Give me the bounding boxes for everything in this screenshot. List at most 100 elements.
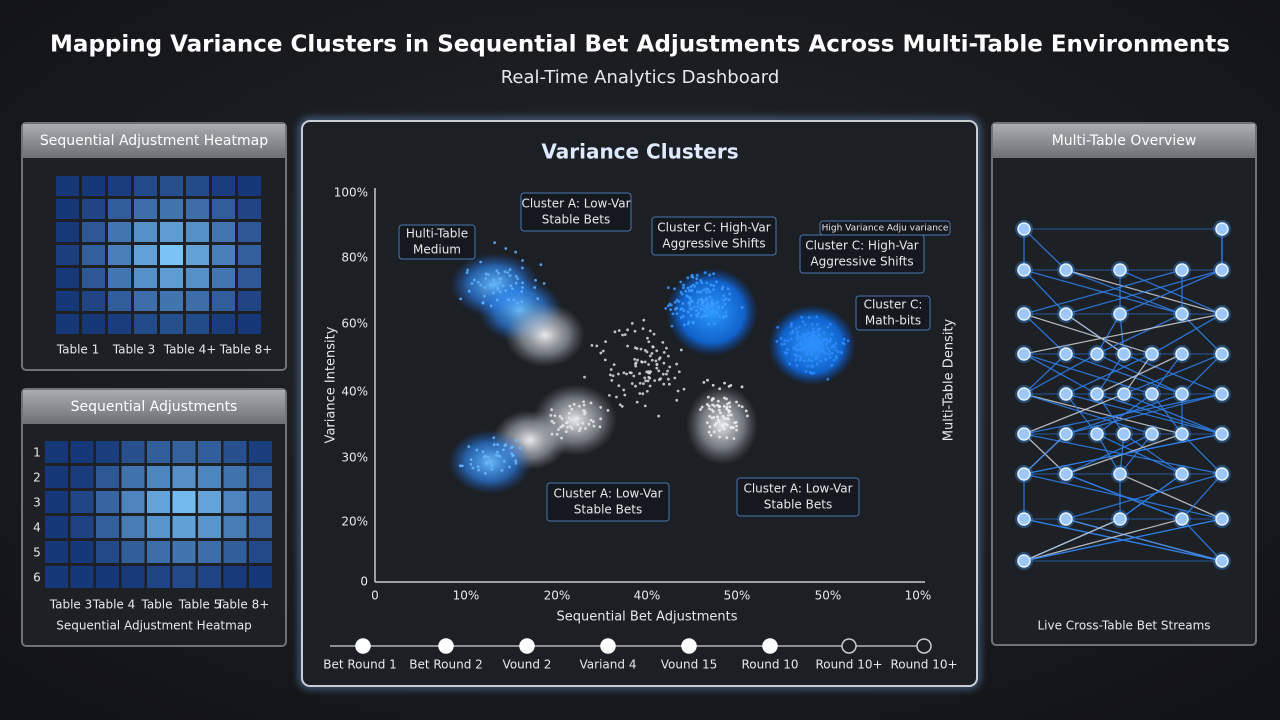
cluster-dot — [689, 296, 692, 300]
cluster-dot — [467, 445, 471, 448]
network-node — [1113, 467, 1127, 481]
cluster-dot — [828, 340, 832, 343]
cluster-dot — [702, 314, 706, 318]
annotation-text: Cluster A: Low-Var — [521, 197, 630, 211]
cluster-dot — [702, 304, 706, 308]
cluster-dot — [811, 347, 815, 351]
heatmap-cell — [172, 491, 196, 513]
cluster-dot — [652, 332, 656, 336]
annotation-box — [799, 234, 925, 274]
heatmap-cell — [56, 291, 79, 311]
heatmap-cell — [186, 314, 209, 334]
cluster-dot — [695, 273, 699, 277]
cluster-dot — [706, 303, 709, 307]
cluster-dot — [484, 272, 488, 276]
network-link — [1023, 393, 1125, 435]
cluster-dot — [560, 424, 564, 428]
network-link — [1023, 269, 1067, 315]
cluster-dot — [808, 335, 812, 339]
cluster-dot — [695, 290, 699, 294]
cluster-dot — [607, 393, 611, 397]
cluster-dot — [639, 347, 643, 351]
column-label: Table 8+ — [216, 598, 270, 612]
annotation-box — [398, 224, 476, 260]
cluster-dot — [818, 344, 822, 348]
cluster-dot — [779, 336, 783, 340]
cluster-dot — [807, 316, 811, 319]
heatmap-cell — [121, 541, 145, 563]
cluster-dot — [650, 351, 654, 355]
cluster-dot — [721, 305, 724, 309]
cluster-dot — [815, 340, 818, 343]
network-node — [1059, 347, 1073, 361]
cluster-dot — [818, 351, 822, 354]
cluster-dot — [728, 292, 732, 296]
cluster-dot — [520, 290, 524, 293]
heatmap-cell — [96, 541, 119, 563]
cluster-dot — [654, 359, 658, 363]
cluster-dot — [604, 340, 608, 344]
heatmap-cell — [249, 566, 272, 588]
network-node — [1059, 467, 1073, 481]
heatmap-cell — [70, 466, 94, 488]
cluster-dot — [647, 370, 650, 374]
cluster-dot — [711, 397, 715, 401]
cluster-dot — [735, 400, 738, 404]
cluster-dot — [483, 294, 486, 298]
cluster-dot — [642, 318, 646, 322]
cluster-dot — [807, 358, 811, 361]
heatmap-cell — [70, 491, 94, 513]
cluster-dot — [725, 436, 729, 440]
cluster-dot — [783, 339, 787, 342]
cluster-dot — [727, 298, 731, 302]
cluster-dot — [516, 301, 519, 305]
x-tick-label: 40% — [634, 589, 661, 603]
cluster-dot — [677, 300, 681, 303]
cluster-dot — [700, 315, 704, 319]
cluster-dot — [564, 430, 568, 434]
cluster-dot — [662, 350, 666, 354]
heatmap-cell — [186, 291, 209, 311]
network-link — [1096, 313, 1121, 355]
cluster-dot — [776, 326, 780, 329]
cluster-dot — [634, 384, 637, 388]
cluster-dot — [609, 368, 613, 371]
network-link — [1065, 473, 1183, 520]
cluster-dot — [795, 330, 799, 334]
cluster-blob — [505, 303, 585, 367]
cluster-dot — [705, 290, 708, 294]
cluster-dot — [819, 341, 823, 345]
heatmap-cell — [108, 176, 131, 196]
cluster-dot — [673, 287, 676, 291]
cluster-dot — [581, 421, 585, 425]
network-link — [1023, 313, 1223, 355]
network-link — [1096, 313, 1183, 355]
network-node — [1175, 427, 1189, 441]
annotation-text: Math-bits — [865, 314, 921, 328]
cluster-dot — [677, 370, 681, 374]
cluster-dot — [786, 339, 790, 343]
cluster-dot — [713, 322, 716, 326]
heatmap-cell — [147, 541, 170, 563]
cluster-dot — [583, 411, 587, 414]
network-link — [1023, 433, 1067, 475]
network-node — [1215, 307, 1229, 321]
heatmap-cell — [238, 245, 261, 265]
cluster-dot — [708, 407, 711, 411]
heatmap-cell — [198, 466, 221, 488]
network-link — [1123, 393, 1223, 435]
cluster-dot — [708, 290, 712, 294]
cluster-dot — [640, 360, 644, 364]
cluster-dot — [577, 429, 581, 433]
cluster-dot — [706, 288, 710, 291]
cluster-dot — [509, 284, 513, 288]
cluster-dot — [662, 361, 666, 365]
heatmap-cell — [212, 176, 235, 196]
cluster-dot — [466, 268, 470, 272]
cluster-dot — [558, 414, 562, 418]
cluster-dot — [608, 373, 612, 377]
cluster-dot — [483, 455, 486, 459]
heatmap-cell — [238, 291, 261, 311]
heatmap-cell — [147, 516, 170, 538]
cluster-dot — [794, 327, 798, 330]
